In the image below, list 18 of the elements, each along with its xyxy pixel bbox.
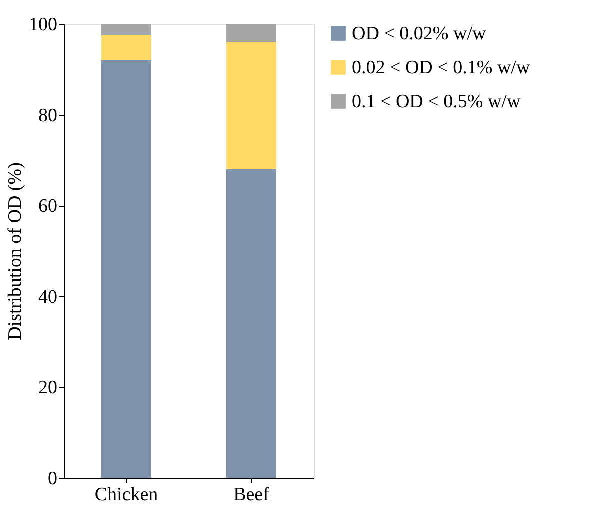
- legend-label: 0.1 < OD < 0.5% w/w: [352, 92, 521, 112]
- y-tick-label: 0: [48, 468, 58, 490]
- bar: [102, 24, 152, 36]
- x-tick-label: Beef: [234, 484, 270, 506]
- bar: [226, 169, 276, 478]
- bar: [102, 35, 152, 60]
- y-axis-title: Distribution of OD (%): [5, 162, 26, 340]
- legend-label: OD < 0.02% w/w: [352, 24, 486, 44]
- y-tick-label: 60: [38, 196, 58, 218]
- bar: [226, 24, 276, 42]
- bar: [226, 42, 276, 170]
- y-tick-label: 100: [29, 14, 58, 36]
- y-tick-label: 20: [38, 378, 58, 399]
- bar: [102, 60, 152, 478]
- y-tick-label: 40: [38, 286, 58, 308]
- x-tick-label: Chicken: [94, 484, 159, 506]
- legend-label: 0.02 < OD < 0.1% w/w: [352, 58, 530, 78]
- y-tick-label: 80: [38, 105, 58, 126]
